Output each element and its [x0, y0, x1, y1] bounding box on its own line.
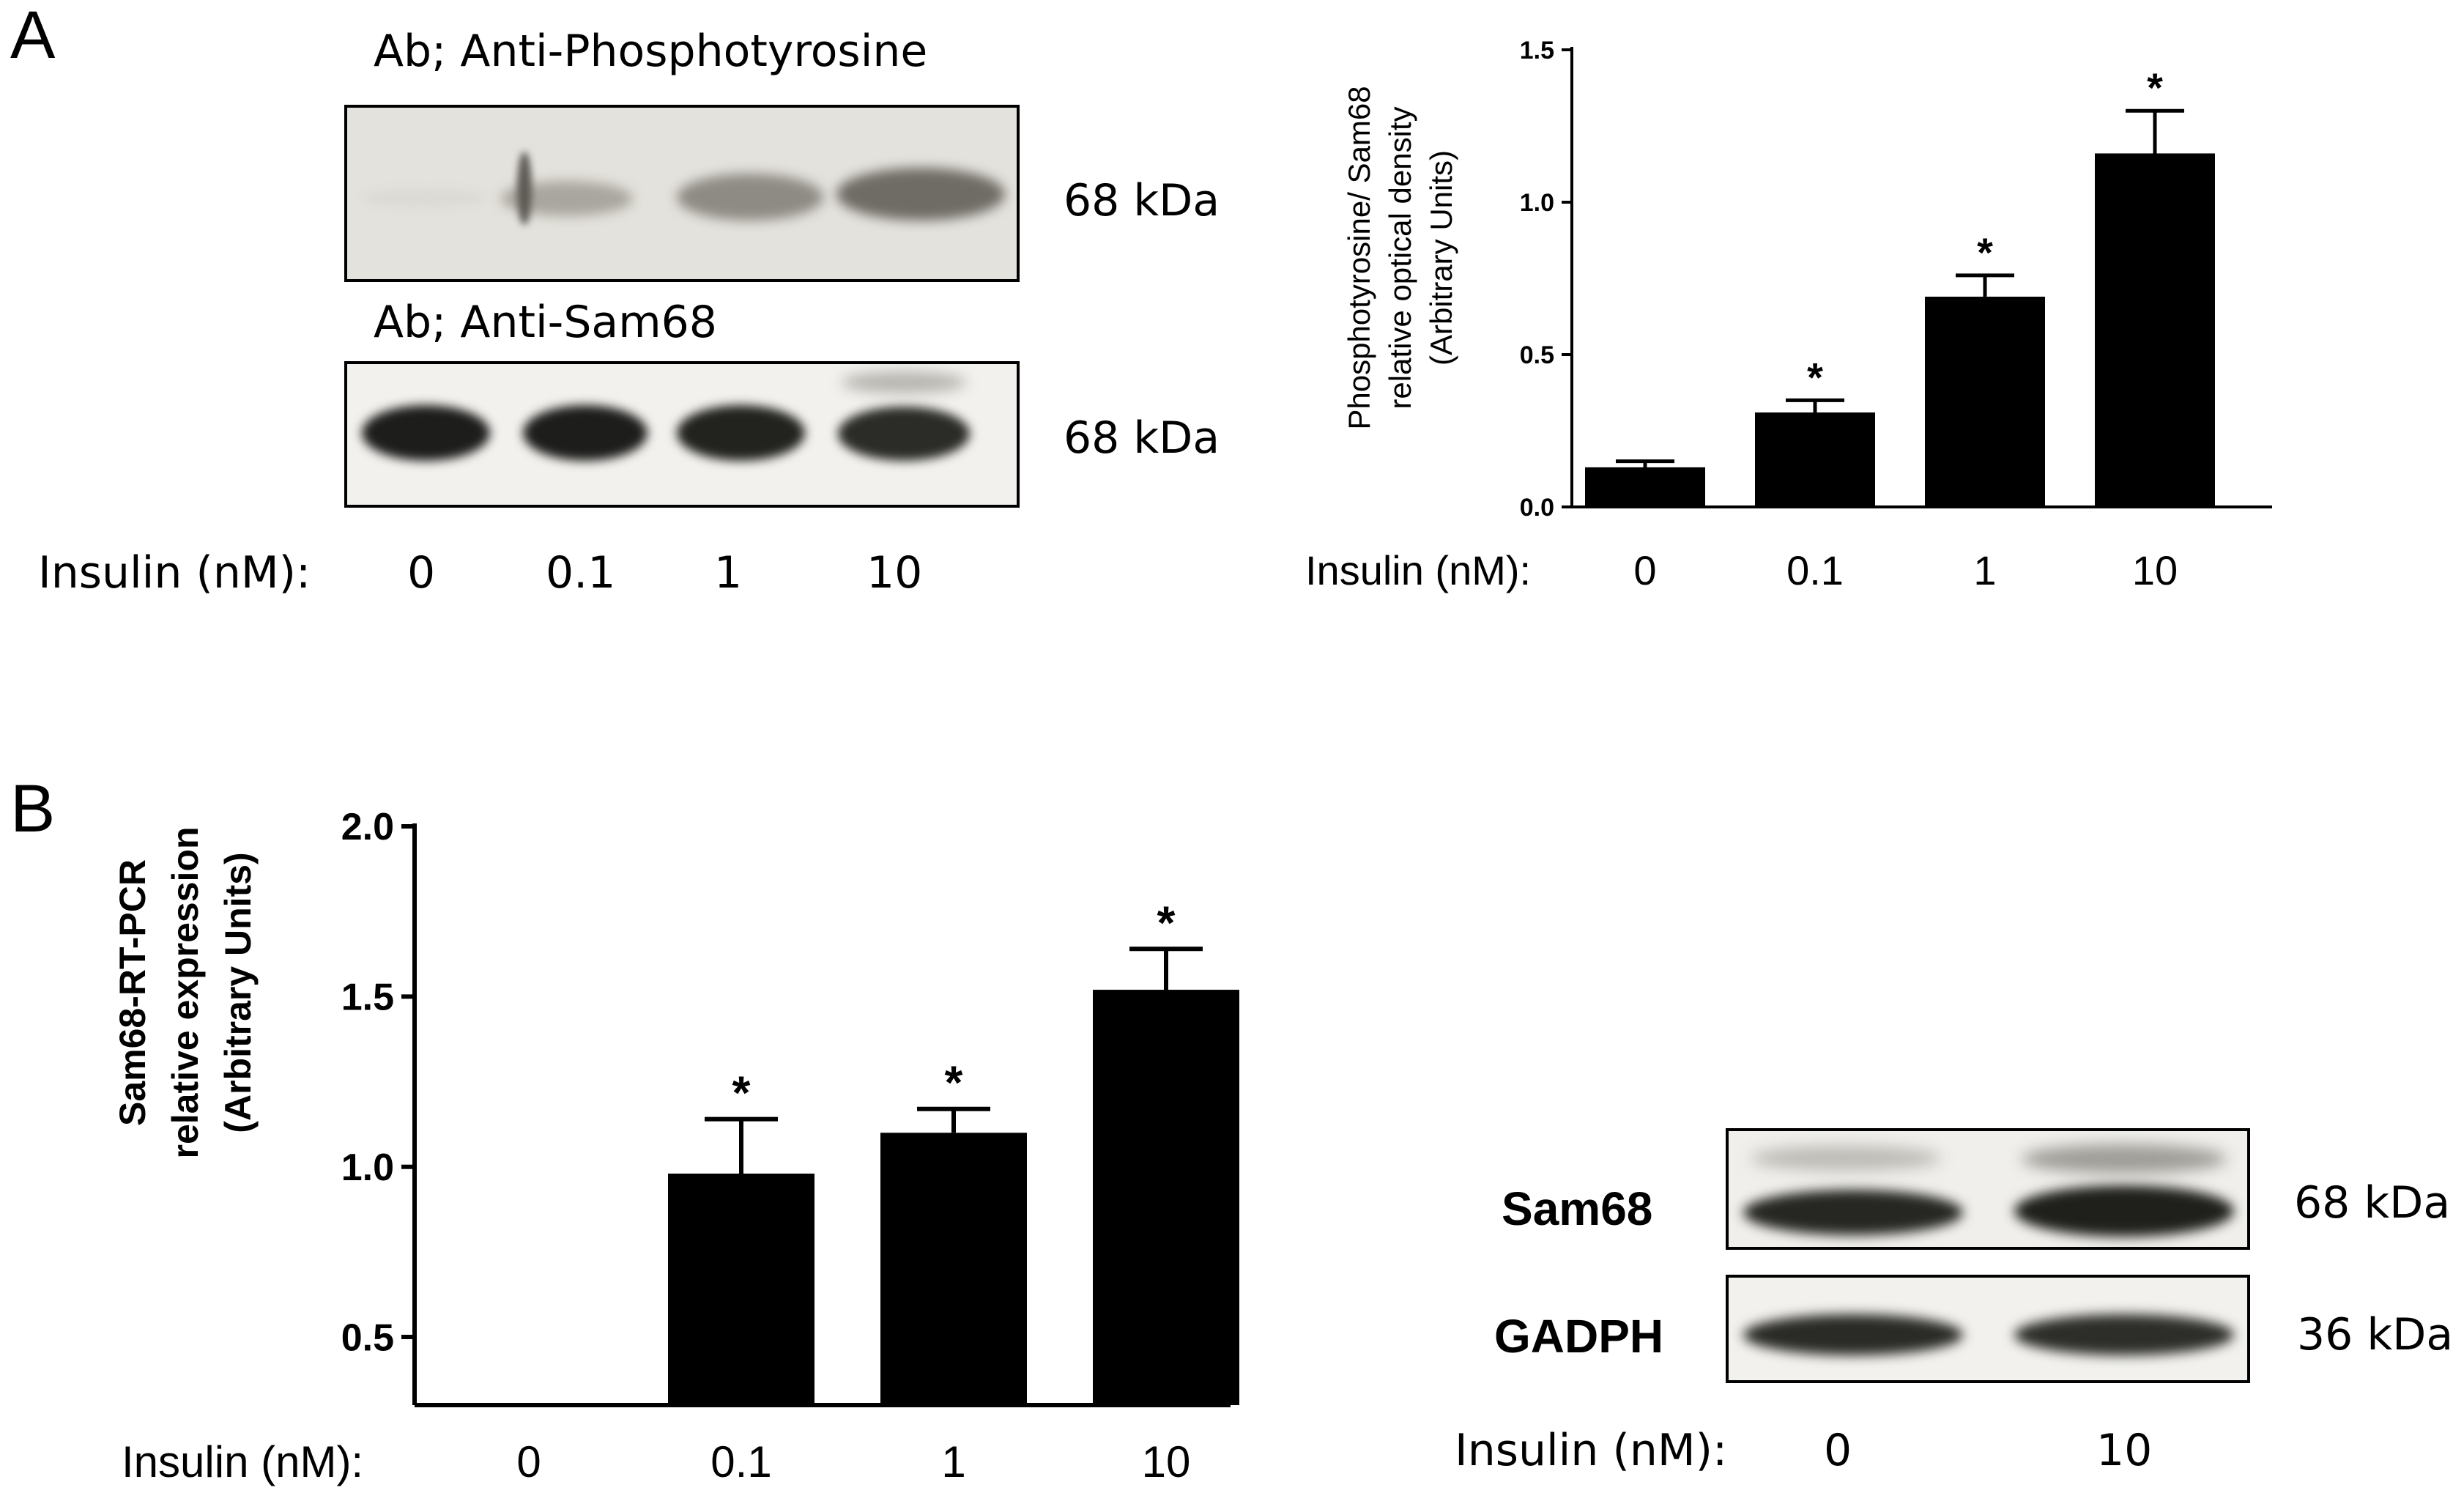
blot-band [2022, 1144, 2227, 1174]
significance-marker: * [732, 1067, 751, 1119]
blot-band [1743, 1314, 1963, 1355]
blot-band [677, 174, 823, 221]
y-axis-label: (Arbitrary Units) [1424, 150, 1458, 366]
blot-band [842, 371, 966, 393]
significance-marker: * [2147, 64, 2163, 111]
x-category-label: 0 [1633, 547, 1656, 593]
y-axis-label: (Arbitrary Units) [218, 852, 259, 1133]
x-category-label: 0.1 [710, 1437, 771, 1486]
blot-top-title: Ab; Anti-Phosphotyrosine [374, 26, 928, 77]
bar [1585, 467, 1705, 507]
blot-band [677, 405, 805, 461]
blot-row-label-sam68: Sam68 [1502, 1182, 1653, 1235]
blot-band [362, 405, 490, 461]
blot-band [2014, 1185, 2234, 1237]
x-axis-caption: Insulin (nM): [1305, 547, 1531, 593]
x-category-label: 0 [516, 1437, 541, 1486]
blot-row-label-gadph: GADPH [1494, 1310, 1664, 1363]
bar [2095, 153, 2215, 507]
kda-label-sam68: 68 kDa [2294, 1177, 2451, 1229]
bar [880, 1133, 1027, 1405]
panel-a-blot-lane-label: 1 [714, 547, 743, 599]
blot-bottom-title: Ab; Anti-Sam68 [374, 297, 717, 348]
panel-a-blot-lane-label: 0 [407, 547, 436, 599]
x-category-label: 1 [941, 1437, 965, 1486]
x-category-label: 0.1 [1786, 547, 1844, 593]
bar [1925, 296, 2045, 507]
bar [668, 1174, 814, 1405]
panel-b-letter: B [10, 771, 56, 846]
chart-a: 0.0 0.5 1.0 1.5 0 * 0.1 * 1 * 10 Insulin (nM): Phosp… [1305, 37, 2272, 593]
y-tick-label: 0.5 [341, 1316, 394, 1359]
x-axis-caption: Insulin (nM): [122, 1437, 363, 1486]
x-category-label: 1 [1973, 547, 1996, 593]
significance-marker: * [1807, 354, 1823, 400]
panel-b-gadph-blot [1726, 1275, 2250, 1383]
blot-band [523, 405, 647, 461]
bar [1093, 990, 1239, 1405]
y-tick-label: 0.0 [1520, 494, 1554, 522]
blot-band [836, 168, 1005, 221]
y-axis-label: relative optical density [1383, 106, 1417, 409]
kda-label-top: 68 kDa [1064, 175, 1220, 226]
bar [1755, 412, 1875, 507]
panel-a-blot-lane-label: 0.1 [546, 547, 616, 599]
significance-marker: * [945, 1056, 963, 1109]
x-category-label: 10 [1142, 1437, 1191, 1486]
panel-b-sam68-blot [1726, 1128, 2250, 1250]
y-axis-label: relative expression [165, 826, 206, 1158]
panel-a-blot-xaxis-caption: Insulin (nM): [38, 547, 311, 599]
blot-band [1751, 1146, 1941, 1171]
blot-band [362, 188, 486, 207]
significance-marker: * [1157, 896, 1176, 949]
y-axis-label: Phosphotyrosine/ Sam68 [1342, 86, 1376, 429]
blot-band [2014, 1314, 2234, 1355]
y-axis-label: Sam68-RT-PCR [112, 859, 153, 1126]
chart-b: 0.5 1.0 1.5 2.0 0 * 0.1 * 1 * 10 Insulin (nM): Sam68… [112, 806, 1239, 1486]
y-tick-label: 1.0 [1520, 189, 1554, 217]
y-tick-label: 2.0 [341, 806, 394, 848]
kda-label-bottom: 68 kDa [1064, 412, 1220, 464]
blot-band [517, 152, 532, 225]
significance-marker: * [1977, 229, 1993, 275]
x-category-label: 10 [2132, 547, 2178, 593]
y-tick-label: 1.5 [341, 977, 394, 1019]
y-tick-label: 1.0 [341, 1146, 394, 1189]
blot-band [838, 407, 970, 461]
kda-label-gadph: 36 kDa [2297, 1309, 2454, 1360]
panel-b-blot-lane-label: 0 [1824, 1425, 1852, 1476]
sam68-blot [344, 361, 1020, 508]
panel-a-blot-lane-label: 10 [867, 547, 923, 599]
y-tick-label: 1.5 [1520, 37, 1554, 64]
panel-b-blot-xaxis-caption: Insulin (nM): [1455, 1425, 1728, 1476]
blot-band [1743, 1190, 1963, 1235]
panel-b-blot-lane-label: 10 [2096, 1425, 2153, 1476]
panel-a-letter: A [10, 0, 56, 73]
phosphotyrosine-blot [344, 105, 1020, 282]
y-tick-label: 0.5 [1520, 341, 1554, 369]
